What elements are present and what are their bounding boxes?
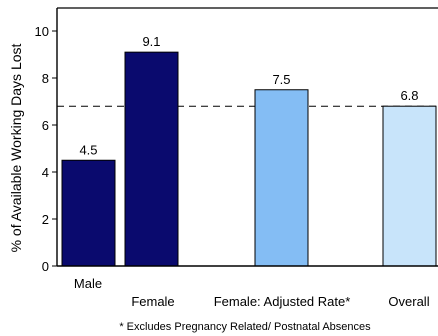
y-tick-label-6: 6 (42, 118, 49, 133)
category-label-3: Female: Adjusted Rate* (214, 294, 351, 309)
bar-2 (124, 51, 179, 267)
category-label-2: Female (131, 294, 174, 309)
y-tick-label-8: 8 (42, 71, 49, 86)
value-label-1: 4.5 (79, 142, 97, 157)
footnote: * Excludes Pregnancy Related/ Postnatal … (119, 321, 371, 333)
y-tick-label-2: 2 (42, 212, 49, 227)
y-axis-label: % of Available Working Days Lost (8, 43, 24, 252)
bar-3 (254, 89, 309, 267)
plot-area: 4.5 9.1 7.5 6.8 0 2 4 6 8 10 Male Female Female: Adj… (35, 7, 438, 309)
value-label-3: 7.5 (272, 72, 290, 87)
y-tick-label-10: 10 (35, 24, 49, 39)
bar-1 (61, 159, 116, 267)
bar-4 (382, 105, 437, 267)
value-label-2: 9.1 (142, 34, 160, 49)
value-label-4: 6.8 (400, 88, 418, 103)
y-tick-label-0: 0 (42, 259, 49, 274)
category-label-1: Male (74, 276, 102, 291)
y-tick-label-4: 4 (42, 165, 49, 180)
category-label-4: Overall (388, 294, 429, 309)
